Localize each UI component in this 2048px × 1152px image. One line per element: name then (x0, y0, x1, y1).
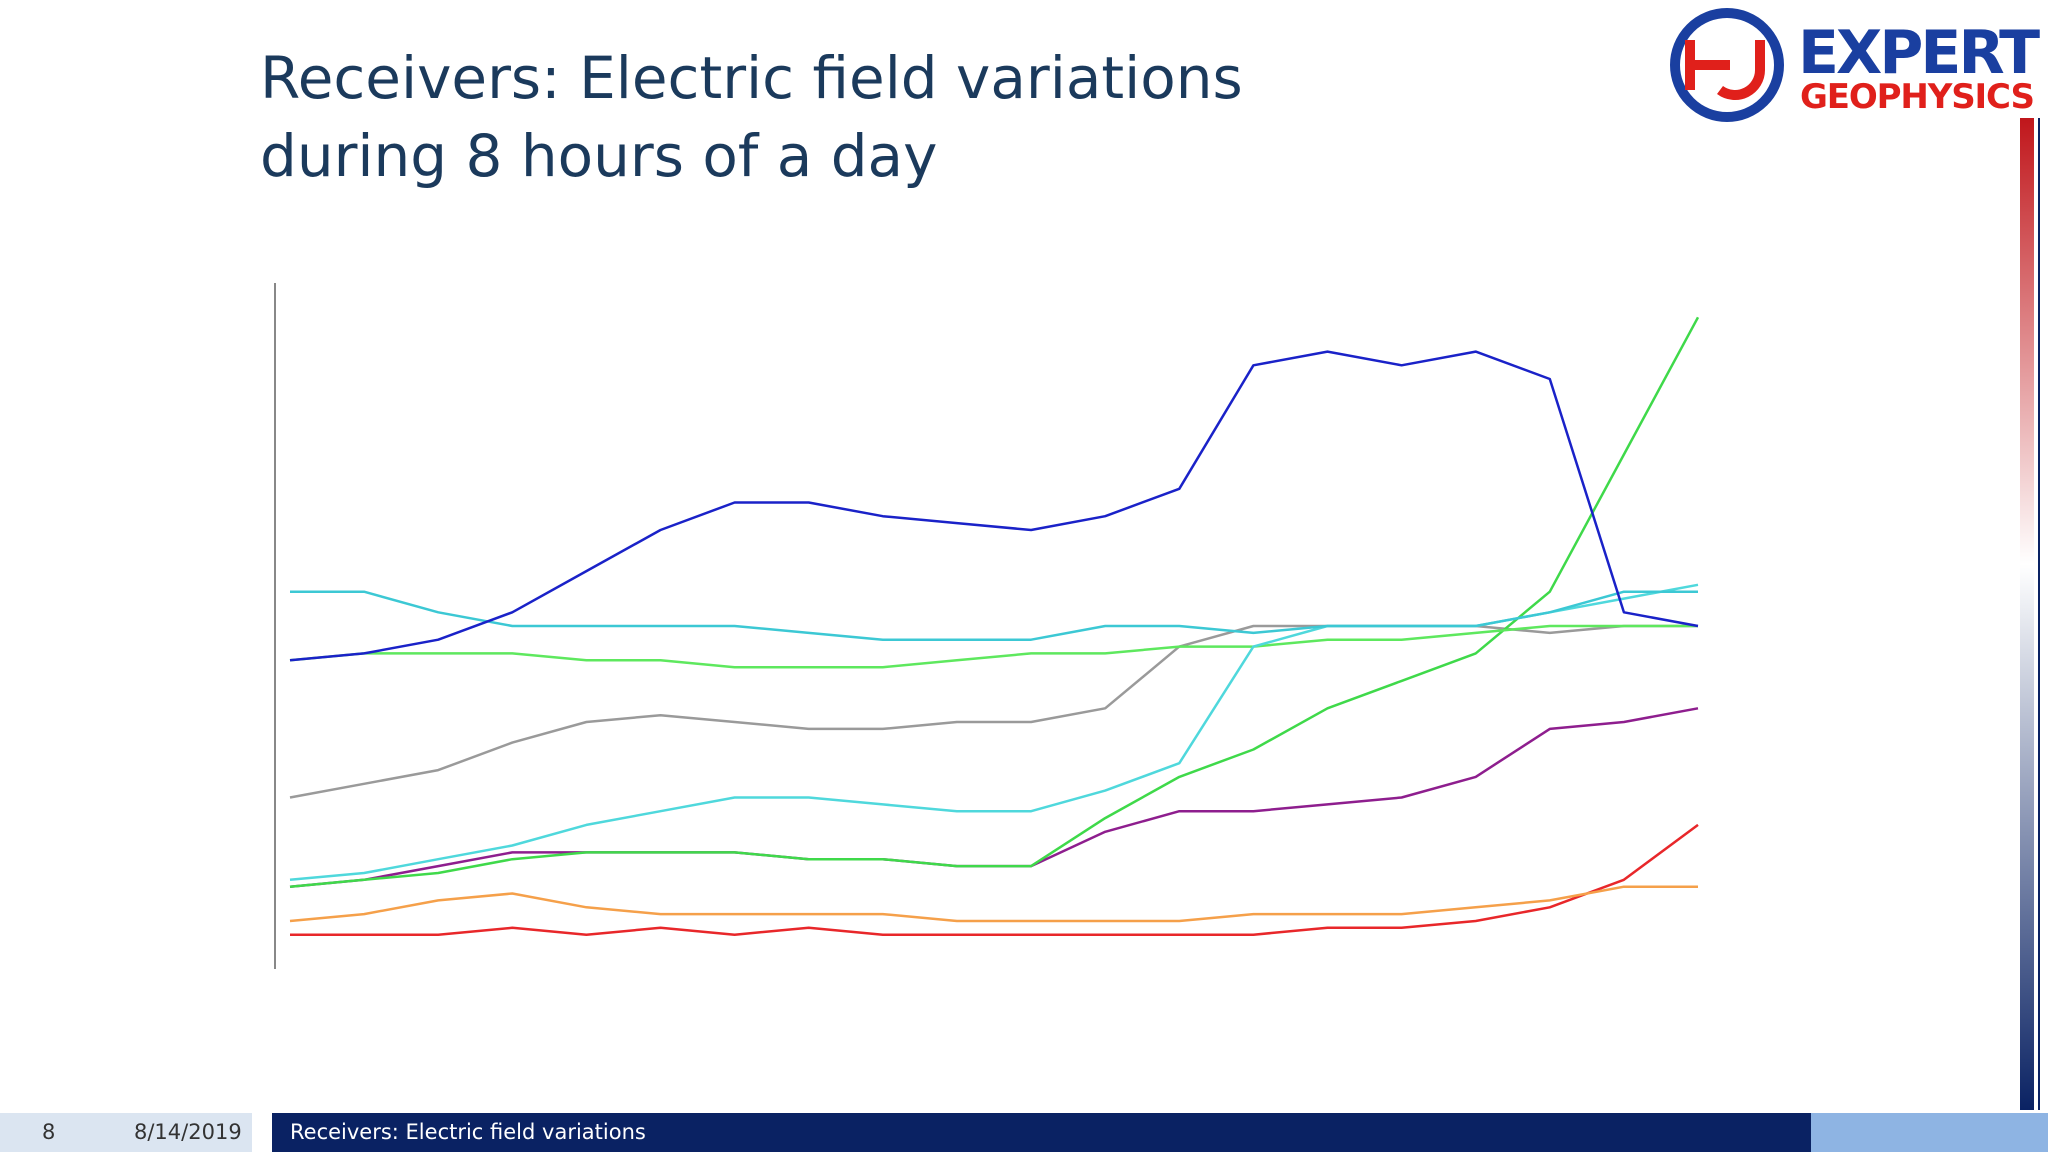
logo: EXPERT GEOPHYSICS (1670, 8, 2040, 122)
footer-date: 8/14/2019 (134, 1120, 242, 1144)
series-line (289, 350, 1699, 662)
plot (289, 316, 1700, 936)
side-bar (2020, 118, 2034, 1110)
footer-bar (272, 1113, 1811, 1152)
logo-text: EXPERT (1798, 18, 2040, 88)
series-line (289, 624, 1698, 799)
slide-title: Receivers: Electric field variations (260, 44, 1243, 112)
logo-text: GEOPHYSICS (1800, 77, 2035, 117)
series-line (289, 316, 1700, 888)
series-line (290, 823, 1699, 936)
series-line (289, 885, 1698, 923)
series-line (290, 590, 1698, 641)
slide-title: during 8 hours of a day (260, 122, 937, 190)
series-line (289, 624, 1698, 669)
footer-text: Receivers: Electric field variations (290, 1120, 646, 1144)
footer-box (0, 1113, 252, 1152)
series-line (289, 707, 1699, 888)
series-line (289, 583, 1699, 882)
footer-box (1811, 1113, 2048, 1152)
page-number: 8 (42, 1120, 55, 1144)
